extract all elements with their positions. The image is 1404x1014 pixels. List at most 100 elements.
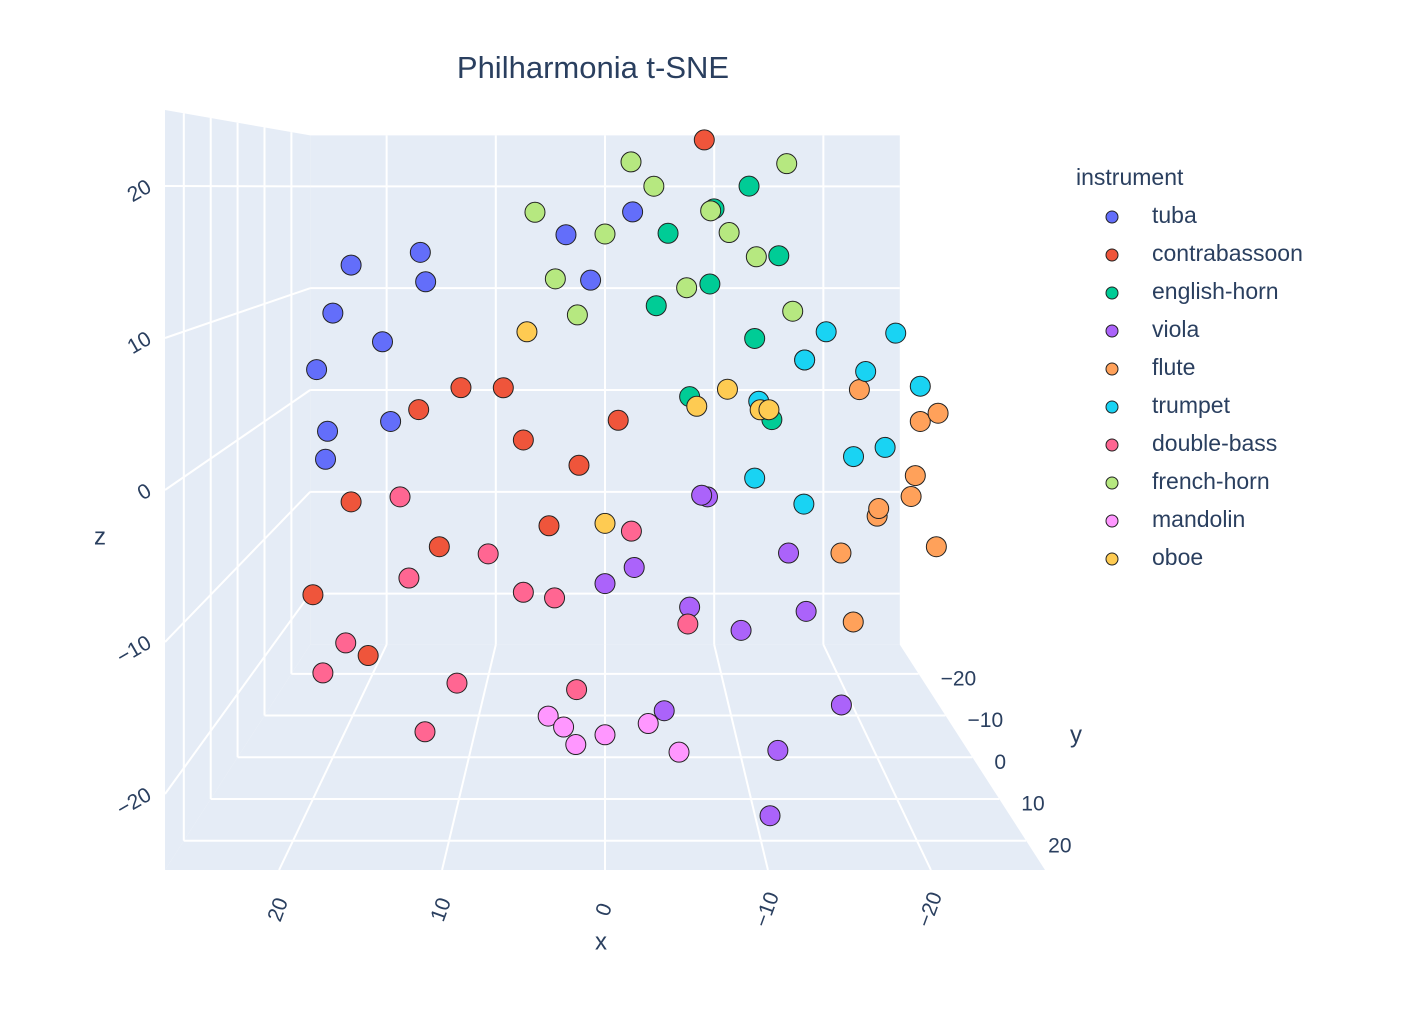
data-point (580, 269, 602, 291)
z-tick-label: −20 (113, 783, 155, 821)
data-point (718, 222, 740, 244)
data-point (668, 741, 690, 763)
data-point (686, 395, 708, 417)
data-point (874, 436, 896, 458)
data-point (904, 465, 926, 487)
data-point (830, 542, 852, 564)
data-point (544, 587, 566, 609)
z-grid-line (164, 491, 311, 643)
y-tick-label: 0 (994, 751, 1006, 774)
data-point (620, 151, 642, 173)
y-tick-label: 20 (1048, 834, 1071, 857)
data-point (428, 536, 450, 558)
legend-item[interactable]: english-horn (1105, 278, 1279, 304)
legend-marker (1105, 286, 1119, 300)
legend-item[interactable]: tuba (1105, 202, 1197, 228)
legend-label: flute (1152, 354, 1195, 380)
legend-label: contrabassoon (1152, 240, 1303, 266)
data-point (744, 327, 766, 349)
data-point (340, 491, 362, 513)
data-point (380, 410, 402, 432)
data-point (795, 600, 817, 622)
data-point (389, 486, 411, 508)
data-point (537, 705, 559, 727)
z-grid-line (164, 287, 311, 339)
x-tick-label: 0 (591, 900, 617, 919)
data-point (414, 721, 436, 743)
data-point (700, 200, 722, 222)
z-tick-label: 10 (124, 327, 156, 359)
data-point (512, 581, 534, 603)
legend-item[interactable]: flute (1105, 354, 1195, 380)
data-point (758, 399, 780, 421)
data-point (643, 175, 665, 197)
data-point (565, 734, 587, 756)
legend-item[interactable]: double-bass (1105, 430, 1277, 456)
data-point (594, 573, 616, 595)
data-point (568, 454, 590, 476)
y-tick-label: 10 (1021, 793, 1044, 816)
legend-marker (1105, 362, 1119, 376)
data-point (637, 713, 659, 735)
legend-item[interactable]: viola (1105, 316, 1200, 342)
data-point (778, 542, 800, 564)
data-point (782, 300, 804, 322)
legend-item[interactable]: contrabassoon (1105, 240, 1303, 266)
z-tick-label: 20 (124, 175, 156, 207)
legend-label: viola (1152, 316, 1200, 342)
data-point (794, 349, 816, 371)
legend-marker (1105, 514, 1119, 528)
data-point (776, 153, 798, 175)
legend-marker (1105, 248, 1119, 262)
data-point (409, 241, 431, 263)
legend-item[interactable]: trumpet (1105, 392, 1231, 418)
data-point (623, 556, 645, 578)
legend-label: french-horn (1152, 468, 1270, 494)
data-point (848, 379, 870, 401)
data-point (555, 224, 577, 246)
data-point (594, 223, 616, 245)
x-tick-label: 20 (263, 895, 293, 925)
data-point (620, 520, 642, 542)
data-point (909, 375, 931, 397)
legend-item[interactable]: french-horn (1105, 468, 1270, 494)
data-point (885, 322, 907, 344)
legend-marker (1105, 324, 1119, 338)
data-point (492, 377, 514, 399)
data-point (768, 245, 790, 267)
data-point (730, 619, 752, 641)
data-point (677, 613, 699, 635)
data-point (925, 536, 947, 558)
data-point (927, 402, 949, 424)
legend-label: mandolin (1152, 506, 1245, 532)
data-point (594, 724, 616, 746)
legend-item[interactable]: oboe (1105, 544, 1203, 570)
z-grid-line (164, 593, 312, 795)
data-point (716, 378, 738, 400)
data-point (842, 611, 864, 633)
data-point (738, 175, 760, 197)
data-point (767, 739, 789, 761)
data-point (830, 694, 852, 716)
data-point (622, 201, 644, 223)
data-point (357, 645, 379, 667)
y-axis-title: y (1070, 721, 1082, 748)
data-point (340, 254, 362, 276)
data-point (302, 584, 324, 606)
data-point (544, 268, 566, 290)
data-point (317, 420, 339, 442)
legend-marker (1105, 210, 1119, 224)
data-point (607, 409, 629, 431)
data-point (315, 448, 337, 470)
data-point (815, 321, 837, 343)
data-point (446, 672, 468, 694)
data-point (699, 273, 721, 295)
legend-label: english-horn (1152, 278, 1279, 304)
data-point (322, 302, 344, 324)
data-point (657, 222, 679, 244)
legend-item[interactable]: mandolin (1105, 506, 1245, 532)
legend-marker (1105, 476, 1119, 490)
data-point (312, 662, 334, 684)
